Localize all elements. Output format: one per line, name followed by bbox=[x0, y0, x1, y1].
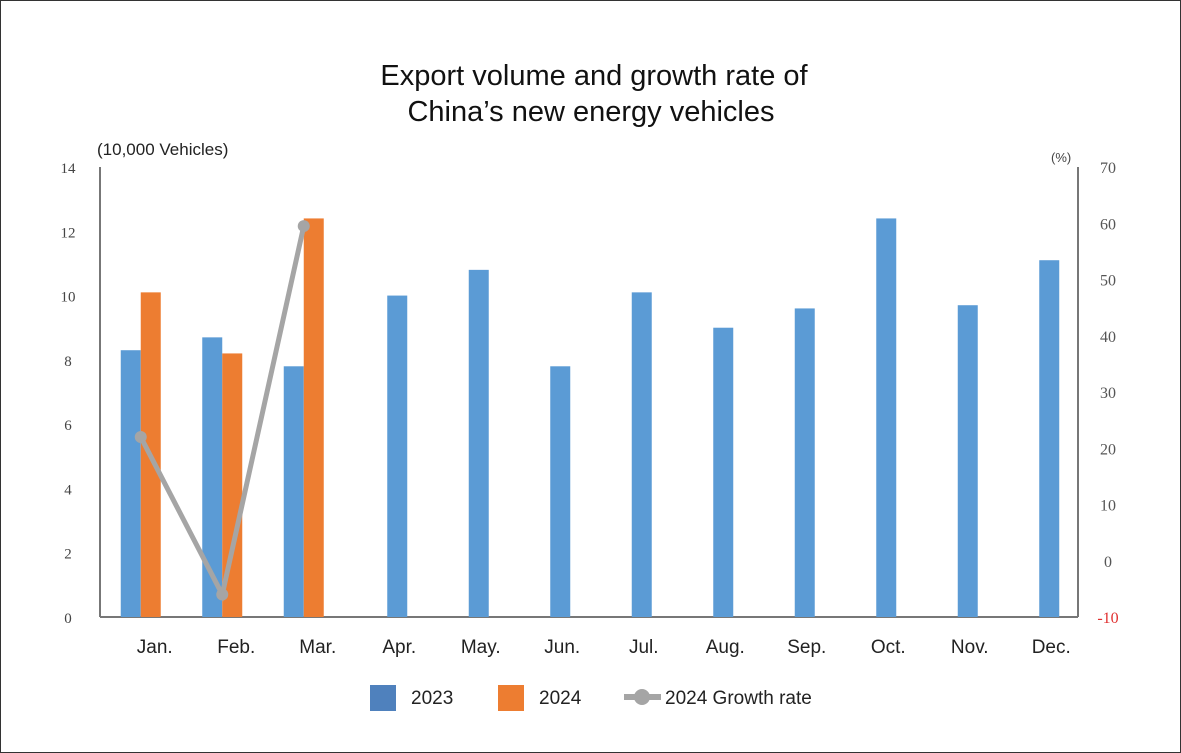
left-tick-label: 4 bbox=[64, 482, 72, 498]
bar-2023 bbox=[957, 305, 978, 617]
bar-2023 bbox=[876, 218, 897, 617]
left-tick-label: 14 bbox=[61, 161, 77, 177]
left-tick-label: 2 bbox=[64, 547, 72, 563]
right-axis-label: (%) bbox=[1051, 150, 1071, 165]
legend-label-2024: 2024 bbox=[539, 688, 582, 709]
bar-2023 bbox=[550, 366, 571, 617]
right-tick-label: 70 bbox=[1100, 160, 1116, 177]
bar-2023 bbox=[283, 366, 304, 617]
right-tick-label: 50 bbox=[1100, 273, 1116, 290]
left-tick-label: 12 bbox=[61, 225, 76, 241]
chart-title-line-2: China’s new energy vehicles bbox=[407, 96, 774, 128]
left-axis-label: (10,000 Vehicles) bbox=[97, 140, 228, 159]
bar-2024 bbox=[303, 218, 324, 617]
bar-2023 bbox=[468, 269, 489, 617]
x-tick-label: Apr. bbox=[382, 637, 416, 658]
right-tick-label: 30 bbox=[1100, 385, 1116, 402]
chart-title-line-1: Export volume and growth rate of bbox=[380, 60, 808, 92]
bar-2023 bbox=[713, 327, 734, 617]
legend-swatch-2024 bbox=[498, 685, 524, 711]
x-tick-label: Mar. bbox=[299, 637, 336, 658]
bar-2023 bbox=[202, 337, 223, 617]
x-tick-label: Dec. bbox=[1032, 637, 1071, 658]
x-tick-label: May. bbox=[461, 637, 501, 658]
right-tick-label: 0 bbox=[1104, 554, 1112, 571]
right-tick-label: -10 bbox=[1097, 610, 1118, 627]
x-tick-label: Jun. bbox=[544, 637, 580, 658]
right-tick-label: 40 bbox=[1100, 329, 1116, 346]
x-tick-label: Aug. bbox=[706, 637, 745, 658]
bar-2023 bbox=[1039, 260, 1060, 617]
x-tick-label: Jul. bbox=[629, 637, 659, 658]
right-tick-label: 10 bbox=[1100, 498, 1116, 515]
growth-rate-point bbox=[134, 431, 147, 443]
x-tick-label: Jan. bbox=[137, 637, 173, 658]
left-tick-label: 0 bbox=[64, 611, 72, 627]
right-tick-label: 20 bbox=[1100, 441, 1116, 458]
legend-label-growth: 2024 Growth rate bbox=[665, 688, 812, 709]
legend-swatch-2023 bbox=[370, 685, 396, 711]
bar-2023 bbox=[387, 295, 408, 617]
legend-label-2023: 2023 bbox=[411, 688, 453, 709]
bar-2024 bbox=[222, 353, 243, 617]
growth-rate-point bbox=[297, 220, 310, 233]
x-tick-label: Nov. bbox=[951, 637, 989, 658]
x-tick-label: Sep. bbox=[787, 637, 826, 658]
left-tick-label: 8 bbox=[64, 354, 72, 370]
right-tick-label: 60 bbox=[1100, 216, 1116, 233]
bar-2023 bbox=[794, 308, 815, 617]
growth-rate-point bbox=[216, 588, 229, 601]
bar-2023 bbox=[631, 292, 652, 617]
left-tick-label: 10 bbox=[61, 290, 76, 306]
x-tick-label: Feb. bbox=[217, 637, 255, 658]
x-tick-label: Oct. bbox=[871, 637, 906, 658]
left-tick-label: 6 bbox=[64, 418, 72, 434]
bar-2023 bbox=[120, 350, 141, 617]
legend-marker-growth bbox=[634, 689, 650, 705]
